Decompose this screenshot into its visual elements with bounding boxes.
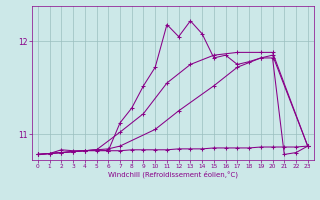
X-axis label: Windchill (Refroidissement éolien,°C): Windchill (Refroidissement éolien,°C) <box>108 171 238 178</box>
